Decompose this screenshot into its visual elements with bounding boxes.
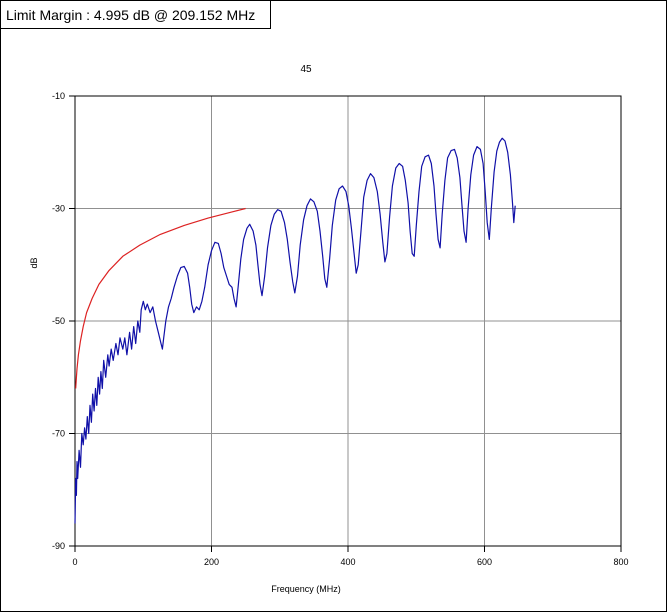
x-tick-label: 600 (477, 557, 492, 567)
y-tick-label: -50 (52, 316, 65, 326)
chart-title: 45 (300, 64, 312, 75)
y-tick-label: -90 (52, 541, 65, 551)
x-tick-label: 800 (613, 557, 628, 567)
x-tick-label: 0 (72, 557, 77, 567)
limit-margin-label: Limit Margin : 4.995 dB @ 209.152 MHz (6, 7, 256, 23)
y-tick-label: -10 (52, 91, 65, 101)
y-tick-label: -70 (52, 429, 65, 439)
axes: 0 200 400 600 800 -10 -30 -50 -70 -90 (52, 91, 629, 567)
y-tick-label: -30 (52, 204, 65, 214)
y-axis-label: dB (29, 257, 39, 268)
x-axis-label: Frequency (MHz) (271, 584, 341, 594)
series-lines (74, 137, 516, 524)
limit-line (75, 207, 246, 389)
limit-margin-box: Limit Margin : 4.995 dB @ 209.152 MHz (1, 1, 271, 29)
grid-lines (75, 96, 621, 546)
x-tick-label: 400 (340, 557, 355, 567)
measurement-line (74, 137, 516, 524)
x-tick-label: 200 (204, 557, 219, 567)
